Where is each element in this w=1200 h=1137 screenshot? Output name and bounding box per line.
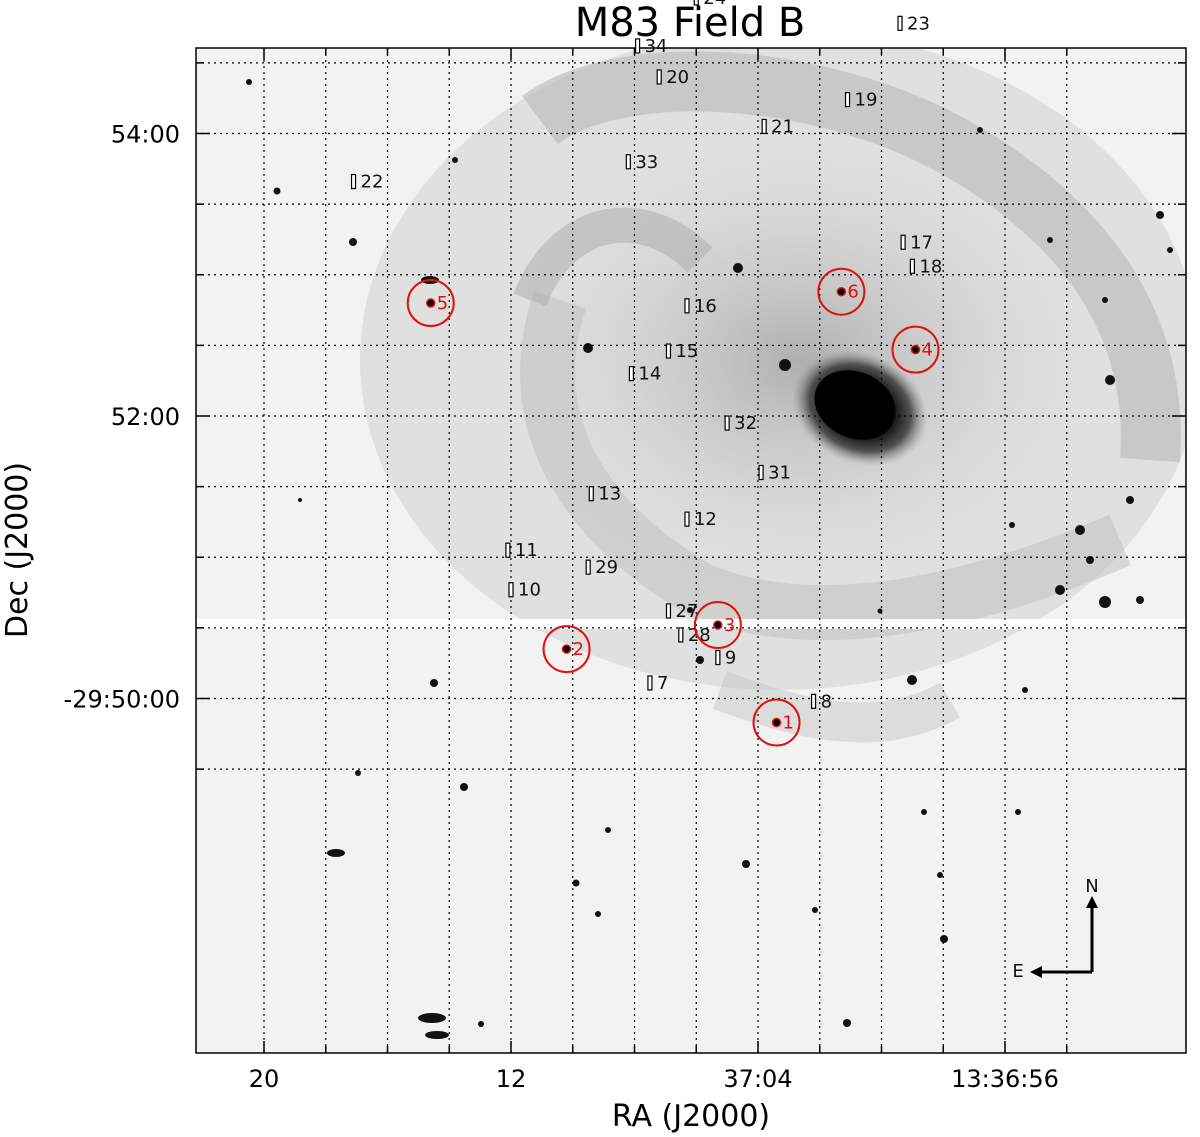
y-tick-label: 54:00 (111, 121, 180, 149)
source-label: 6 (847, 282, 858, 303)
east-arrowhead (1030, 966, 1042, 978)
source-dot (836, 286, 847, 297)
slit-label: 18 (919, 256, 942, 277)
y-tick-label: 52:00 (111, 403, 180, 431)
slit-label: 29 (595, 557, 618, 578)
slit-marker (684, 511, 690, 527)
north-arrowhead (1086, 896, 1098, 908)
source-circle (752, 698, 801, 747)
slit-label: 11 (515, 540, 538, 561)
slit-markers: 7891011121314151617181920212223242526272… (350, 0, 942, 712)
slit-marker (900, 234, 906, 250)
x-tick-label: 20 (249, 1065, 280, 1093)
source-label: 2 (573, 639, 584, 660)
slit-label: 17 (910, 232, 933, 253)
x-tick-label: 13:36:56 (951, 1065, 1059, 1093)
plot-frame (195, 47, 1187, 1054)
slit-label: 27 (675, 601, 698, 622)
slit-marker (625, 154, 631, 170)
slit-label: 24 (703, 0, 726, 9)
y-tick-label: -29:50:00 (64, 686, 180, 714)
slit-marker (810, 693, 817, 709)
source-label: 4 (921, 340, 932, 361)
source-label: 1 (783, 713, 794, 734)
slit-marker (724, 415, 730, 431)
slit-marker (628, 366, 635, 382)
slit-label: 10 (518, 580, 541, 601)
source-dot (561, 644, 572, 654)
slit-marker (647, 675, 653, 691)
slit-marker (909, 258, 915, 274)
slit-label: 33 (635, 152, 658, 173)
compass-rose: N E (1012, 876, 1098, 982)
slit-label: 32 (734, 413, 757, 434)
slit-marker (634, 38, 641, 54)
source-dot (713, 620, 723, 630)
slit-marker (678, 627, 684, 643)
source-circle (817, 267, 866, 316)
slit-label: 13 (598, 484, 621, 505)
slit-marker (715, 649, 721, 666)
source-circle (891, 325, 940, 374)
chart-title: M83 Field B (575, 0, 806, 46)
slit-label: 9 (725, 648, 736, 669)
slit-label: 14 (638, 364, 661, 385)
x-tick-labels: 20 12 37:04 13:36:56 (249, 1065, 1059, 1093)
source-label: 5 (437, 293, 448, 314)
slit-marker (761, 118, 767, 135)
plot-border (195, 47, 1187, 1054)
slit-label: 31 (768, 463, 791, 484)
slit-label: 8 (821, 691, 832, 712)
slit-marker (588, 486, 594, 502)
slit-marker (844, 91, 851, 108)
x-tick-label: 37:04 (723, 1065, 792, 1093)
slit-marker (665, 603, 672, 619)
slit-label: 7 (657, 673, 668, 694)
slit-marker (693, 0, 699, 6)
slit-marker (656, 69, 662, 85)
slit-label: 16 (694, 296, 717, 317)
source-circle (693, 601, 742, 650)
slit-marker (508, 582, 514, 598)
north-label: N (1085, 876, 1098, 897)
source-dot (425, 298, 436, 308)
slit-label: 21 (771, 116, 794, 137)
slit-marker (350, 173, 357, 190)
slit-marker (684, 298, 690, 314)
source-label: 3 (724, 615, 735, 636)
source-dot (910, 344, 921, 355)
galaxy-image (196, 48, 1186, 1053)
source-dot (771, 717, 782, 728)
slit-label: 23 (907, 13, 930, 34)
source-circle (406, 279, 455, 327)
slit-marker (505, 542, 511, 558)
y-axis-label: Dec (J2000) (0, 462, 35, 638)
slit-label: 12 (694, 509, 717, 530)
east-label: E (1012, 961, 1023, 982)
slit-marker (665, 343, 672, 359)
slit-label: 20 (666, 67, 689, 88)
slit-label: 28 (688, 625, 711, 646)
slit-label: 15 (675, 341, 698, 362)
slit-marker (897, 15, 903, 31)
slit-marker (758, 464, 764, 481)
x-tick-label: 12 (496, 1065, 527, 1093)
slit-label: 19 (855, 90, 878, 111)
source-circle (542, 625, 591, 674)
slit-label: 34 (645, 36, 668, 57)
slit-marker (585, 559, 591, 575)
slit-label: 22 (361, 172, 384, 193)
x-axis-label: RA (J2000) (612, 1099, 770, 1134)
